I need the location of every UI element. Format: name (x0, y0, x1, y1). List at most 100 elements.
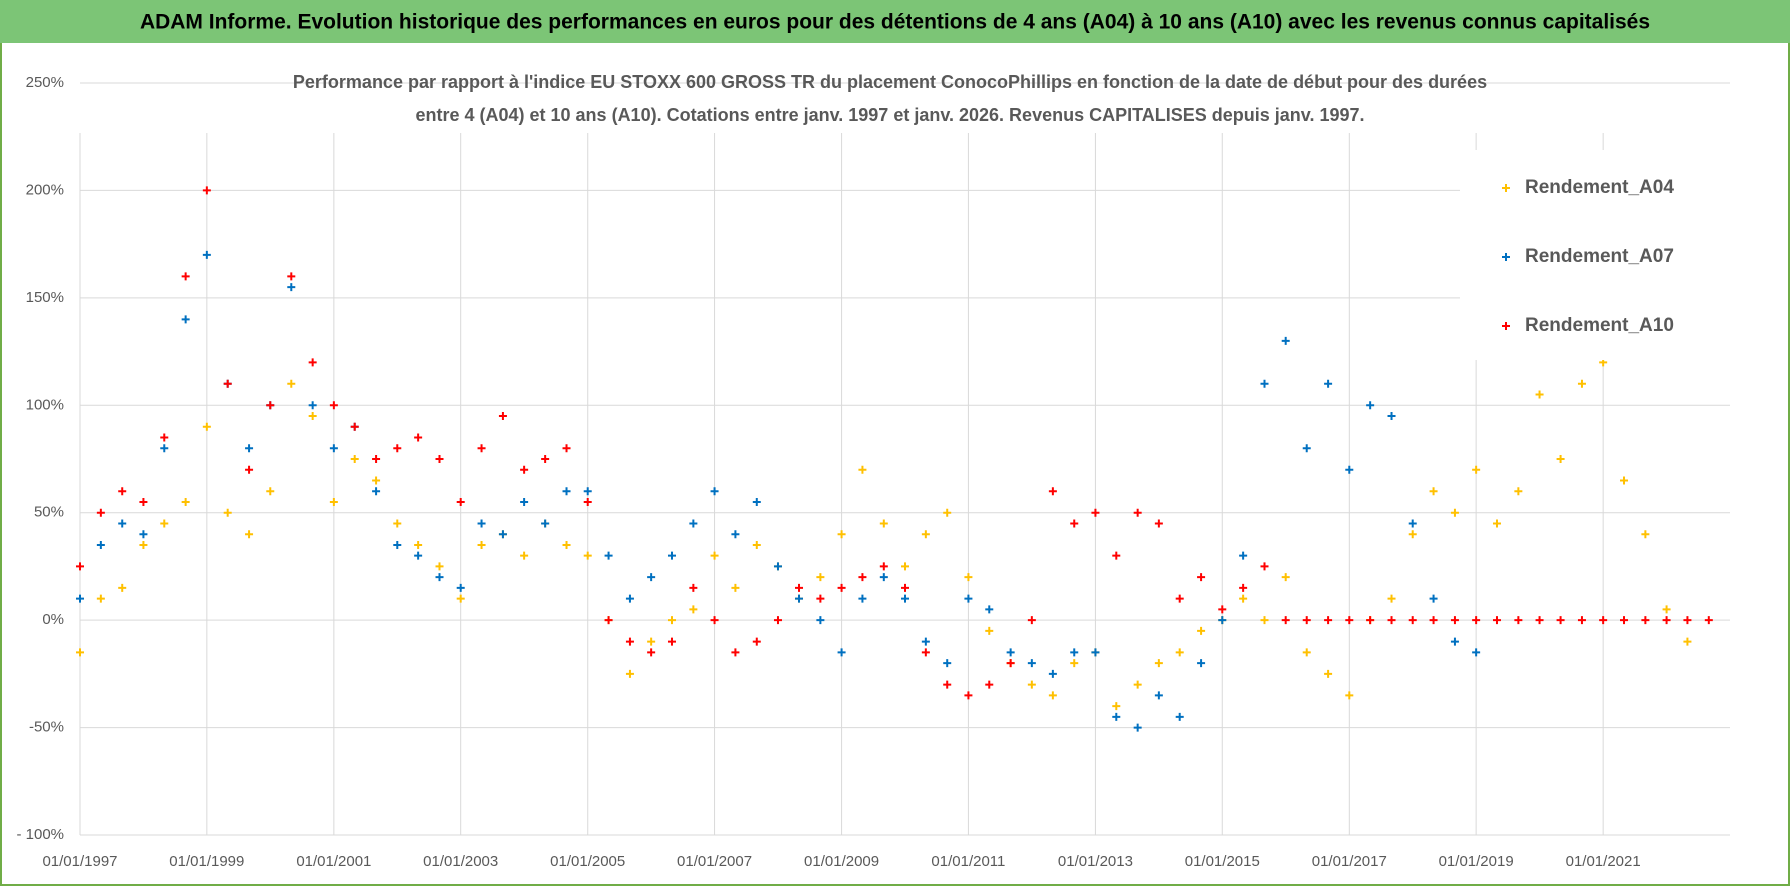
point (1260, 379, 1269, 388)
x-tick-label: 01/01/2013 (1058, 853, 1133, 870)
point (837, 583, 846, 592)
point (477, 519, 486, 528)
point (1492, 616, 1501, 625)
marks (76, 186, 1713, 732)
point (1620, 616, 1629, 625)
point (1387, 616, 1396, 625)
point (372, 487, 381, 496)
point (1027, 616, 1036, 625)
point (1492, 519, 1501, 528)
point (456, 594, 465, 603)
point (879, 573, 888, 582)
point (1577, 616, 1586, 625)
legend-label: Rendement_A07 (1525, 246, 1674, 267)
point (985, 605, 994, 614)
point (287, 283, 296, 292)
legend: Rendement_A04 Rendement_A07 Rendement_A10 (1502, 177, 1674, 336)
point (393, 540, 402, 549)
point (1091, 648, 1100, 657)
point (1133, 680, 1142, 689)
point (1450, 616, 1459, 625)
point (1387, 412, 1396, 421)
point (96, 540, 105, 549)
point (1070, 519, 1079, 528)
point (498, 412, 507, 421)
point (562, 487, 571, 496)
point (1387, 594, 1396, 603)
point (350, 455, 359, 463)
point (1281, 336, 1290, 345)
point (1239, 551, 1248, 560)
legend-marker (1502, 253, 1510, 261)
point (372, 476, 381, 485)
point (181, 272, 190, 281)
point (731, 530, 740, 539)
point (139, 540, 148, 549)
point (329, 444, 338, 453)
point (456, 583, 465, 592)
point (1027, 659, 1036, 668)
point (202, 422, 211, 431)
point (1239, 594, 1248, 603)
point (1324, 379, 1333, 388)
x-tick-label: 01/01/2007 (677, 853, 752, 870)
point (647, 637, 656, 646)
point (202, 186, 211, 195)
point (1662, 605, 1671, 614)
point (943, 508, 952, 517)
y-tick-label: 50% (34, 504, 64, 521)
point (245, 444, 254, 453)
point (816, 616, 825, 625)
point (477, 540, 486, 549)
point (625, 594, 634, 603)
point (837, 648, 846, 657)
point (667, 551, 676, 560)
point (879, 519, 888, 528)
point (921, 530, 930, 539)
point (943, 680, 952, 689)
point (1556, 455, 1565, 463)
point (96, 508, 105, 517)
point (498, 530, 507, 539)
point (752, 637, 761, 646)
point (1154, 691, 1163, 700)
point (223, 379, 232, 388)
point (1302, 648, 1311, 657)
point (667, 616, 676, 625)
point (1133, 723, 1142, 732)
point (414, 433, 423, 442)
point (223, 508, 232, 517)
point (583, 551, 592, 560)
y-tick-label: -50% (29, 719, 64, 736)
x-tick-label: 01/01/1997 (42, 853, 117, 870)
x-tick-label: 01/01/2017 (1312, 853, 1387, 870)
point (816, 573, 825, 582)
point (541, 519, 550, 528)
point (245, 465, 254, 474)
point (139, 530, 148, 539)
point (1175, 712, 1184, 721)
point (456, 497, 465, 506)
point (477, 444, 486, 453)
point (329, 497, 338, 506)
point (308, 412, 317, 421)
point (1070, 659, 1079, 668)
point (435, 455, 444, 463)
point (414, 540, 423, 549)
point (710, 487, 719, 496)
point (181, 315, 190, 324)
point (1281, 616, 1290, 625)
point (625, 637, 634, 646)
point (1048, 487, 1057, 496)
y-tick-label: 0% (42, 611, 64, 628)
point (1704, 616, 1713, 625)
point (752, 497, 761, 506)
point (667, 637, 676, 646)
point (901, 594, 909, 603)
x-tick-label: 01/01/2003 (423, 853, 498, 870)
point (964, 594, 973, 603)
point (1239, 583, 1248, 592)
point (1260, 562, 1269, 571)
